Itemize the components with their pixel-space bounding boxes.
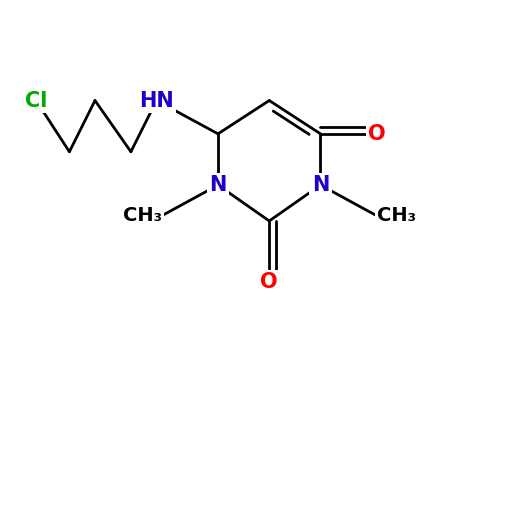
Text: N: N xyxy=(312,175,329,195)
Text: O: O xyxy=(261,272,278,293)
Text: O: O xyxy=(368,124,386,144)
Text: CH₃: CH₃ xyxy=(123,206,162,225)
Text: CH₃: CH₃ xyxy=(377,206,416,225)
Text: Cl: Cl xyxy=(25,90,47,111)
Text: N: N xyxy=(209,175,227,195)
Text: HN: HN xyxy=(139,90,174,111)
